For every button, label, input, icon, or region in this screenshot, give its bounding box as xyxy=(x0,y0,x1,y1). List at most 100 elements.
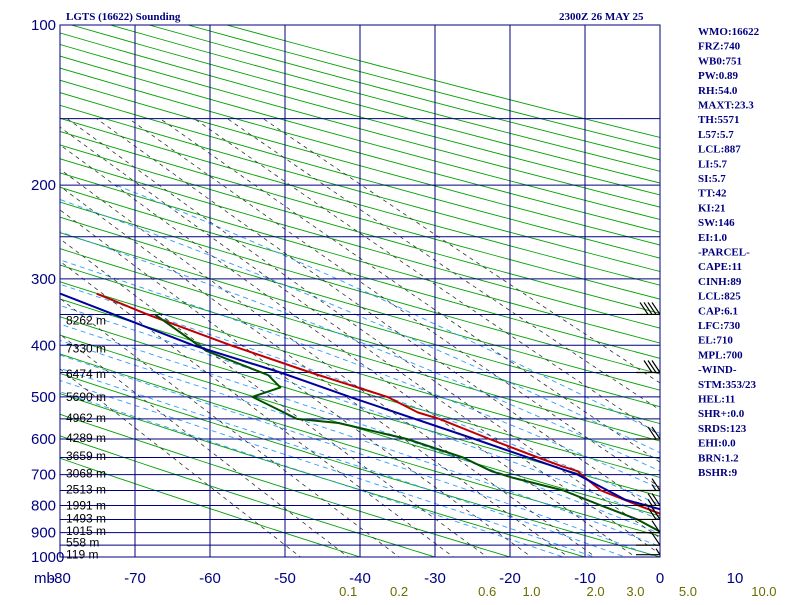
mixing-ratio-tick-label: 0.6 xyxy=(478,584,496,599)
index-entry: EHI:0.0 xyxy=(698,438,736,450)
index-entry: BRN:1.2 xyxy=(698,452,739,464)
pressure-axis: mb 100 200 300 400 500 600 700 800 900 1000 xyxy=(31,17,64,587)
dry-adiabat-line xyxy=(60,264,660,442)
moist-adiabat-line xyxy=(60,367,627,557)
wind-barb-flag xyxy=(647,302,657,315)
index-entry: -WIND- xyxy=(698,364,737,376)
height-label: 1991 m xyxy=(66,499,106,513)
height-label: 119 m xyxy=(66,548,98,562)
pressure-tick-label: 400 xyxy=(31,337,56,354)
dry-adiabat-line xyxy=(60,55,660,220)
valid-time: 2300Z 26 MAY 25 xyxy=(559,11,644,23)
index-entry: SW:146 xyxy=(698,217,735,229)
height-label: 1015 m xyxy=(66,524,106,538)
index-entry: LFC:730 xyxy=(698,320,741,332)
temperature-tick-label: -80 xyxy=(49,570,71,587)
dry-adiabat-line xyxy=(60,281,660,460)
temperature-tick-label: -60 xyxy=(199,570,221,587)
index-entry: PW:0.89 xyxy=(698,70,739,82)
index-entry: SRDS:123 xyxy=(698,423,747,435)
dry-adiabat-line xyxy=(60,79,660,246)
index-entry: STM:353/23 xyxy=(698,379,757,391)
dry-adiabat-line xyxy=(60,117,660,286)
pressure-tick-label: 300 xyxy=(31,271,56,288)
temperature-tick-label: 10 xyxy=(727,570,744,587)
index-entry: FRZ:740 xyxy=(698,41,741,53)
dry-adiabat-line xyxy=(60,201,660,375)
temperature-tick-label: -10 xyxy=(574,570,596,587)
height-label: 7330 m xyxy=(66,342,106,356)
height-label: 2513 m xyxy=(66,482,106,496)
temperature-tick-label: 0 xyxy=(656,570,664,587)
moist-adiabat-line xyxy=(60,283,660,506)
pressure-tick-label: 1000 xyxy=(31,549,64,566)
moist-adiabat-line xyxy=(60,339,660,547)
mixing-ratio-tick-label: 2.0 xyxy=(587,584,605,599)
height-label: 6474 m xyxy=(66,367,106,381)
pressure-tick-label: 700 xyxy=(31,467,56,484)
mixing-ratio-tick-label: 1.0 xyxy=(522,584,540,599)
plot-frame xyxy=(59,24,661,558)
index-entry: CAP:6.1 xyxy=(698,305,738,317)
dry-adiabat-line xyxy=(60,372,660,557)
pressure-tick-label: 100 xyxy=(31,17,56,34)
plot-area xyxy=(60,25,660,557)
dry-adiabat-line xyxy=(60,334,660,517)
height-label: 558 m xyxy=(66,536,99,550)
wind-barb xyxy=(636,360,661,374)
height-label: 4962 m xyxy=(66,411,106,425)
wind-barb-flag xyxy=(651,507,661,520)
wind-barb-flag xyxy=(643,302,653,315)
chart-title: LGTS (16622) Sounding xyxy=(66,11,181,23)
dry-adiabat-line xyxy=(60,248,660,425)
wind-barb-flag xyxy=(643,360,653,373)
index-entry: LI:5.7 xyxy=(698,158,728,170)
mixing-ratio-tick-label: 0.2 xyxy=(390,584,408,599)
isotherm-isobar-grid xyxy=(60,25,660,557)
height-label: 1493 m xyxy=(66,512,106,526)
index-entry: -PARCEL- xyxy=(698,247,750,259)
index-entry: CINH:89 xyxy=(698,276,742,288)
sounding-traces xyxy=(60,292,660,533)
dry-adiabat-line xyxy=(60,43,660,208)
dry-adiabat-line xyxy=(60,457,362,557)
dry-adiabat-line xyxy=(60,32,660,196)
wind-barb-flag xyxy=(651,493,661,506)
dry-adiabat-line xyxy=(60,232,660,408)
dry-adiabat-line xyxy=(60,67,660,233)
index-entry: WMO:16622 xyxy=(698,26,760,38)
wind-barb-flag xyxy=(651,520,661,533)
pressure-tick-label: 500 xyxy=(31,389,56,406)
moist-adiabat-line xyxy=(60,199,660,454)
mixing-ratio-axis: 0.10.20.61.02.03.05.010.020.040.0g/kg xyxy=(339,584,776,599)
dry-adiabat-line xyxy=(60,298,660,478)
index-entry: RH:54.0 xyxy=(698,85,738,97)
index-entry: WB0:751 xyxy=(698,55,742,67)
temperature-tick-label: -30 xyxy=(424,570,446,587)
index-entry: TH:5571 xyxy=(698,114,740,126)
dry-adiabat-line xyxy=(60,158,660,329)
pressure-tick-label: 200 xyxy=(31,177,56,194)
index-entry: HEL:11 xyxy=(698,394,735,406)
wind-barb-flag xyxy=(651,478,661,491)
wind-barb-flag xyxy=(655,548,661,556)
dry-adiabat-line xyxy=(71,25,660,184)
mixing-ratio-line xyxy=(96,118,660,515)
wind-barb xyxy=(636,478,661,492)
dry-adiabat-line xyxy=(60,316,660,497)
height-label: 5690 m xyxy=(66,390,106,404)
index-entry: EI:1.0 xyxy=(698,232,728,244)
wind-barb xyxy=(636,520,661,534)
wind-barb-flag xyxy=(651,532,661,546)
index-entry: MAXT:23.3 xyxy=(698,100,754,112)
mixing-ratio-tick-label: 0.1 xyxy=(339,584,357,599)
mixing-ratio-line xyxy=(67,118,660,539)
mixing-ratio-tick-label: 10.0 xyxy=(751,584,776,599)
temperature-trace xyxy=(96,292,660,515)
wind-barb-flag xyxy=(647,426,657,440)
dry-adiabat-line xyxy=(60,186,660,359)
mixing-ratio-tick-label: 5.0 xyxy=(679,584,697,599)
moist-adiabat-line xyxy=(60,379,596,557)
dry-adiabat-line xyxy=(60,172,660,344)
